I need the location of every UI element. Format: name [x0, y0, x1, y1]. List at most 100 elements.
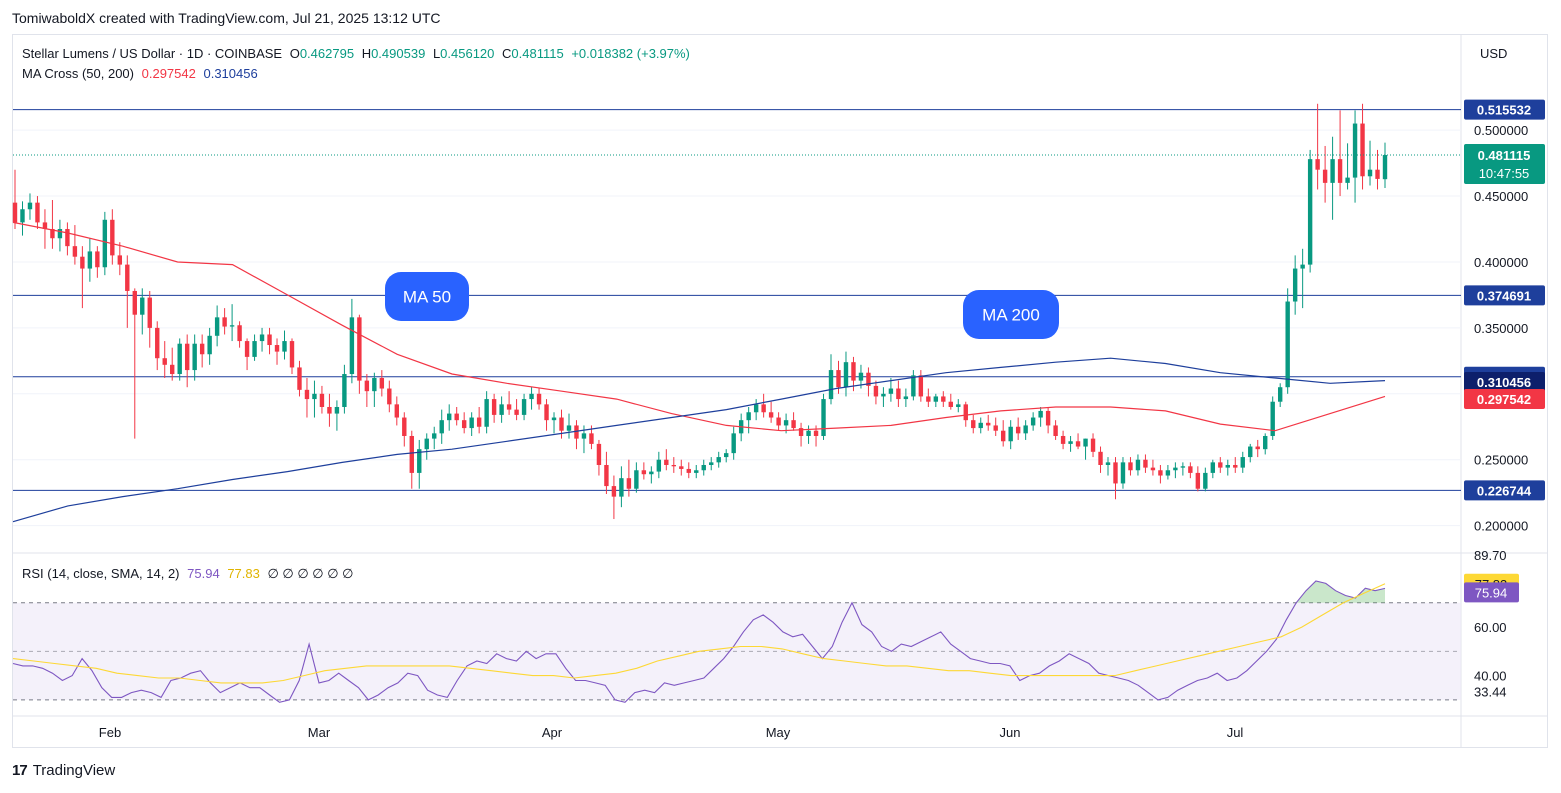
ma50-line — [12, 221, 1386, 432]
candle-body — [806, 430, 811, 436]
candle-body — [1248, 446, 1253, 458]
candle-body — [1150, 467, 1156, 471]
candle-body — [170, 364, 175, 375]
candle-down — [1195, 466, 1201, 492]
footer-brand[interactable]: 17 TradingView — [12, 762, 115, 779]
candle-down — [35, 196, 40, 230]
rsi-overbought-fill — [1296, 580, 1385, 603]
candle-body — [237, 325, 242, 342]
time-tick-label: Apr — [542, 725, 563, 740]
candle-body — [1128, 462, 1133, 471]
candle-up — [1367, 140, 1373, 186]
rsi-label[interactable]: RSI (14, close, SMA, 14, 2) — [22, 566, 180, 581]
candle-down — [327, 393, 332, 427]
ma-cross-label[interactable]: MA Cross (50, 200) — [22, 66, 134, 81]
candle-body — [731, 433, 736, 454]
candle-body — [409, 435, 414, 473]
candle-down — [147, 290, 152, 348]
candle-down — [65, 222, 70, 256]
price-label-text: 0.310456 — [1477, 375, 1531, 390]
candle-body — [1300, 264, 1305, 269]
price-tick-label: 0.500000 — [1474, 123, 1528, 138]
candle-up — [372, 372, 377, 407]
candle-down — [50, 200, 55, 249]
rsi-scale-top-label: 89.70 — [1474, 548, 1507, 563]
candle-body — [671, 464, 676, 467]
candle-up — [229, 304, 235, 342]
price-label-box — [1464, 99, 1545, 120]
ma50-value: 0.297542 — [141, 66, 196, 81]
candle-body — [1255, 446, 1260, 450]
candle-up — [634, 462, 639, 493]
candle-body — [259, 334, 265, 342]
ma-cross-legend[interactable]: MA Cross (50, 200) 0.297542 0.310456 — [22, 66, 262, 81]
candle-down — [267, 327, 272, 355]
candle-down — [506, 391, 512, 415]
candle-body — [1105, 462, 1111, 465]
candle-up — [753, 399, 759, 421]
symbol-legend: Stellar Lumens / US Dollar · 1D · COINBA… — [22, 46, 694, 61]
candle-down — [596, 439, 602, 476]
candle-body — [1210, 462, 1216, 473]
candle-body — [566, 425, 572, 431]
candle-up — [694, 464, 699, 479]
candle-body — [229, 325, 235, 327]
candle-up — [1068, 435, 1073, 452]
candle-down — [1045, 406, 1051, 434]
candle-body — [911, 375, 916, 397]
rsi-legend[interactable]: RSI (14, close, SMA, 14, 2) 75.94 77.83 … — [22, 566, 358, 582]
candle-body — [162, 358, 167, 365]
rsi-scale-bottom-label: 33.44 — [1474, 685, 1507, 700]
candle-down — [155, 321, 160, 371]
candle-up — [499, 396, 504, 423]
candle-down — [1360, 103, 1365, 190]
candle-body — [297, 367, 302, 390]
candle-up — [1263, 433, 1268, 455]
candle-body — [626, 478, 632, 489]
candle-up — [1307, 149, 1313, 273]
candle-up — [349, 298, 355, 384]
candle-up — [1203, 467, 1208, 492]
candle-up — [1120, 457, 1126, 489]
price-label-text: 75.94 — [1475, 585, 1508, 600]
candle-down — [993, 417, 998, 436]
time-tick-label: Mar — [308, 725, 331, 740]
candle-down — [125, 255, 130, 328]
ma200-line — [12, 357, 1386, 523]
candle-down — [304, 377, 310, 418]
level-label: 0.226744 — [1464, 480, 1545, 501]
currency-selector[interactable]: USD — [1480, 46, 1508, 61]
candle-body — [506, 404, 512, 410]
candle-down — [1143, 454, 1148, 473]
candle-down — [514, 399, 519, 421]
candle-body — [1315, 159, 1320, 170]
candle-body — [439, 420, 444, 434]
candle-up — [1330, 136, 1335, 220]
candle-body — [993, 425, 998, 431]
candle-down — [297, 360, 302, 397]
symbol-name[interactable]: Stellar Lumens / US Dollar · 1D · COINBA… — [22, 46, 283, 61]
close-value: 0.481115 — [511, 46, 564, 61]
candle-body — [140, 297, 145, 315]
level-label: 0.515532 — [1464, 99, 1545, 120]
price-label-box — [1464, 389, 1545, 410]
last-price-text: 0.481115 — [1478, 148, 1531, 163]
callout-ma50: MA 50 — [385, 272, 469, 321]
candle-body — [1045, 410, 1051, 426]
candle-up — [252, 334, 257, 361]
candle-body — [1352, 123, 1358, 178]
candle-body — [1000, 430, 1006, 442]
candle-down — [1090, 433, 1096, 458]
candle-down — [1337, 110, 1343, 197]
candle-body — [948, 401, 953, 407]
candle-down — [364, 374, 370, 407]
candle-body — [87, 251, 93, 269]
candle-down — [986, 414, 991, 431]
candle-up — [1345, 143, 1350, 190]
candle-body — [274, 345, 280, 352]
price-label-box — [1464, 144, 1545, 185]
candle-body — [424, 438, 429, 450]
candle-body — [155, 327, 160, 359]
candle-up — [1008, 420, 1013, 450]
